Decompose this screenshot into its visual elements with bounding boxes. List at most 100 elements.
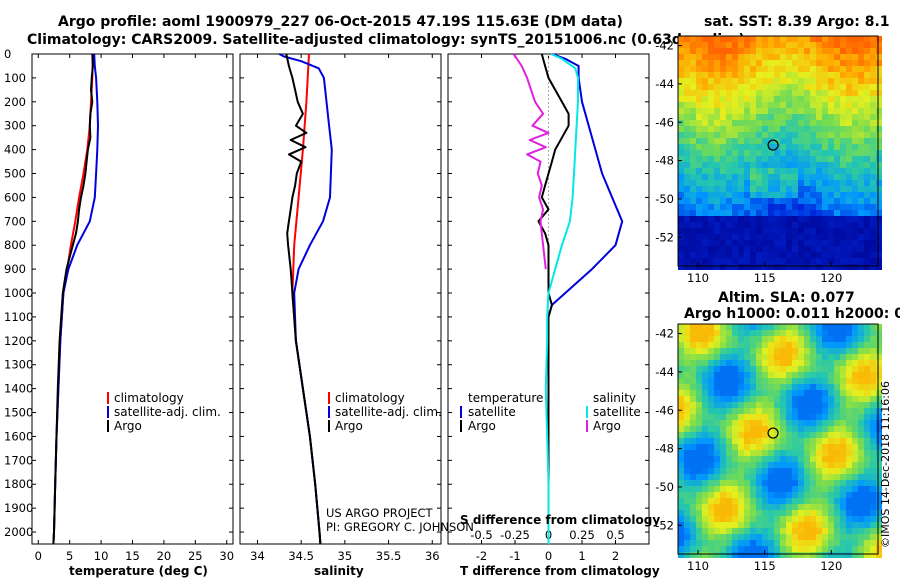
map-cell bbox=[684, 378, 690, 384]
map-cell bbox=[744, 504, 750, 510]
map-cell bbox=[768, 330, 774, 336]
map-cell bbox=[810, 480, 816, 486]
map-cell bbox=[786, 144, 792, 150]
map-cell bbox=[720, 408, 726, 414]
map-cell bbox=[762, 462, 768, 468]
map-cell bbox=[858, 156, 864, 162]
map-cell bbox=[762, 372, 768, 378]
map-cell bbox=[840, 456, 846, 462]
map-cell bbox=[708, 474, 714, 480]
map-cell bbox=[846, 66, 852, 72]
depth-tick-label: 0 bbox=[4, 47, 11, 61]
map-cell bbox=[822, 162, 828, 168]
map-cell bbox=[708, 354, 714, 360]
map-cell bbox=[876, 90, 882, 96]
map-cell bbox=[762, 252, 768, 258]
map-cell bbox=[852, 546, 858, 552]
map-cell bbox=[810, 546, 816, 552]
map-cell bbox=[726, 354, 732, 360]
map-cell bbox=[786, 492, 792, 498]
map-cell bbox=[726, 348, 732, 354]
map-cell bbox=[846, 432, 852, 438]
map-cell bbox=[678, 180, 684, 186]
map-cell bbox=[786, 42, 792, 48]
map-frame bbox=[677, 35, 879, 267]
map-cell bbox=[696, 324, 702, 330]
map-cell bbox=[714, 450, 720, 456]
map-cell bbox=[804, 534, 810, 540]
map-cell bbox=[816, 342, 822, 348]
map-cell bbox=[714, 66, 720, 72]
map-cell bbox=[678, 192, 684, 198]
map-cell bbox=[744, 144, 750, 150]
map-cell bbox=[840, 420, 846, 426]
map-cell bbox=[792, 444, 798, 450]
map-cell bbox=[750, 324, 756, 330]
depth-tick-label: 800 bbox=[4, 238, 26, 252]
map-cell bbox=[696, 162, 702, 168]
map-cell bbox=[732, 108, 738, 114]
map-cell bbox=[828, 228, 834, 234]
map-cell bbox=[774, 372, 780, 378]
map-cell bbox=[702, 522, 708, 528]
map-cell bbox=[816, 492, 822, 498]
map-cell bbox=[708, 504, 714, 510]
map-cell bbox=[738, 150, 744, 156]
map-cell bbox=[708, 54, 714, 60]
map-cell bbox=[702, 258, 708, 264]
map-cell bbox=[678, 324, 684, 330]
map-cell bbox=[840, 192, 846, 198]
map-cell bbox=[684, 426, 690, 432]
map-cell bbox=[780, 222, 786, 228]
map-cell bbox=[804, 336, 810, 342]
map-cell bbox=[804, 102, 810, 108]
map-cell bbox=[822, 384, 828, 390]
map-cell bbox=[690, 348, 696, 354]
map-cell bbox=[720, 96, 726, 102]
map-cell bbox=[732, 354, 738, 360]
map-cell bbox=[834, 42, 840, 48]
map-cell bbox=[804, 96, 810, 102]
map-cell bbox=[816, 546, 822, 552]
map-cell bbox=[786, 102, 792, 108]
map-cell bbox=[774, 360, 780, 366]
map-cell bbox=[846, 468, 852, 474]
map-cell bbox=[852, 84, 858, 90]
map-cell bbox=[738, 366, 744, 372]
map-cell bbox=[876, 48, 882, 54]
map-cell bbox=[876, 426, 882, 432]
map-cell bbox=[858, 228, 864, 234]
map-cell bbox=[786, 204, 792, 210]
map-cell bbox=[834, 216, 840, 222]
map-cell bbox=[810, 60, 816, 66]
map-cell bbox=[750, 408, 756, 414]
map-cell bbox=[798, 228, 804, 234]
map-cell bbox=[744, 456, 750, 462]
map-cell bbox=[870, 354, 876, 360]
map-cell bbox=[864, 408, 870, 414]
map-cell bbox=[750, 486, 756, 492]
map-cell bbox=[684, 174, 690, 180]
map-cell bbox=[684, 540, 690, 546]
map-cell bbox=[828, 204, 834, 210]
map-cell bbox=[876, 228, 882, 234]
map-cell bbox=[762, 186, 768, 192]
depth-tick-label: 1300 bbox=[4, 358, 33, 372]
map-cell bbox=[744, 240, 750, 246]
map-cell bbox=[744, 468, 750, 474]
map-cell bbox=[810, 456, 816, 462]
map-cell bbox=[768, 78, 774, 84]
map-cell bbox=[756, 474, 762, 480]
map-cell bbox=[684, 252, 690, 258]
map-cell bbox=[804, 138, 810, 144]
map-cell bbox=[870, 408, 876, 414]
map-cell bbox=[738, 504, 744, 510]
map-cell bbox=[876, 120, 882, 126]
map-cell bbox=[768, 264, 774, 270]
map-cell bbox=[870, 330, 876, 336]
map-cell bbox=[690, 144, 696, 150]
map-cell bbox=[708, 186, 714, 192]
map-cell bbox=[828, 372, 834, 378]
map-cell bbox=[816, 522, 822, 528]
map-cell bbox=[762, 192, 768, 198]
